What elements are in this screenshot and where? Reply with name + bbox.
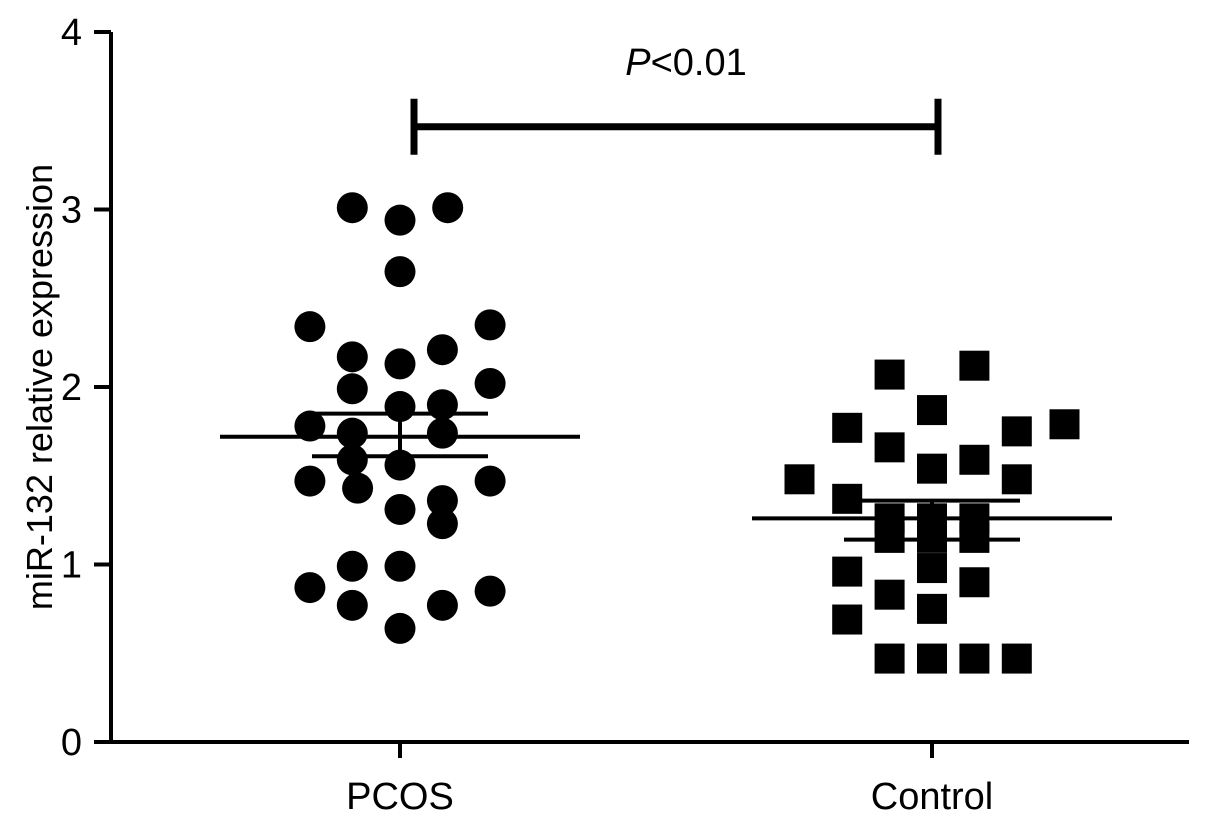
control-data-point — [917, 522, 947, 553]
pcos-data-point — [474, 575, 506, 607]
pcos-data-point — [336, 341, 368, 373]
pcos-data-point — [426, 589, 458, 621]
control-data-point — [917, 643, 947, 674]
pcos-data-point — [336, 192, 368, 224]
y-tick-label: 3 — [61, 190, 82, 232]
control-data-point — [917, 453, 947, 484]
pcos-data-point — [342, 472, 374, 504]
control-data-point — [874, 579, 905, 610]
y-axis-title: miR-132 relative expression — [19, 164, 60, 610]
y-ticks: 0 1 2 3 4 — [61, 12, 111, 764]
control-data-point — [1049, 409, 1080, 440]
pcos-data-point — [336, 373, 368, 405]
pcos-data-point — [294, 465, 326, 497]
pcos-data-point — [336, 589, 368, 621]
pcos-data-point — [384, 449, 416, 481]
pcos-data-point — [426, 334, 458, 366]
pcos-data-point — [384, 550, 416, 582]
pcos-data-point — [384, 493, 416, 525]
pcos-data-point — [426, 485, 458, 517]
control-data-point — [959, 522, 990, 553]
control-data-point — [917, 593, 947, 624]
pcos-data-point — [384, 391, 416, 423]
pcos-data-point — [384, 612, 416, 644]
data-points — [294, 192, 1080, 674]
pcos-data-point — [294, 311, 326, 343]
x-ticks: PCOS Control — [346, 742, 993, 818]
pcos-data-point — [426, 508, 458, 540]
pcos-data-point — [336, 550, 368, 582]
control-data-point — [1001, 464, 1032, 495]
pcos-data-point — [294, 572, 326, 604]
pcos-data-point — [336, 444, 368, 476]
control-data-point — [917, 395, 947, 426]
control-data-point — [874, 432, 905, 463]
y-tick-label: 1 — [61, 545, 82, 587]
control-data-point — [959, 350, 990, 381]
significance-annotation: P<0.01 — [410, 42, 942, 155]
pcos-data-point — [432, 192, 464, 224]
control-data-point — [832, 483, 863, 514]
pcos-data-point — [336, 417, 368, 449]
control-data-point — [874, 643, 905, 674]
pcos-data-point — [294, 410, 326, 442]
pcos-data-point — [474, 465, 506, 497]
control-data-point — [874, 359, 905, 390]
control-data-point — [959, 643, 990, 674]
pcos-data-point — [384, 256, 416, 288]
pcos-data-point — [426, 417, 458, 449]
x-tick-label: PCOS — [346, 776, 454, 818]
y-tick-label: 0 — [61, 722, 82, 764]
axes — [109, 32, 1189, 744]
x-tick-label: Control — [871, 776, 994, 818]
p-value-label: P<0.01 — [625, 42, 747, 84]
control-data-point — [832, 556, 863, 587]
pcos-data-point — [474, 367, 506, 399]
control-data-point — [917, 553, 947, 584]
pcos-data-point — [384, 204, 416, 236]
control-data-point — [784, 464, 815, 495]
pcos-data-point — [384, 348, 416, 380]
pcos-data-point — [474, 309, 506, 341]
control-data-point — [1001, 416, 1032, 447]
control-data-point — [874, 522, 905, 553]
control-data-point — [959, 567, 990, 598]
y-tick-label: 4 — [61, 12, 82, 54]
p-threshold: <0.01 — [651, 42, 747, 84]
p-symbol: P — [625, 42, 651, 84]
control-data-point — [959, 444, 990, 475]
control-data-point — [1001, 643, 1032, 674]
y-tick-label: 2 — [61, 367, 82, 409]
pcos-data-point — [426, 389, 458, 421]
control-data-point — [832, 412, 863, 443]
control-data-point — [832, 604, 863, 635]
